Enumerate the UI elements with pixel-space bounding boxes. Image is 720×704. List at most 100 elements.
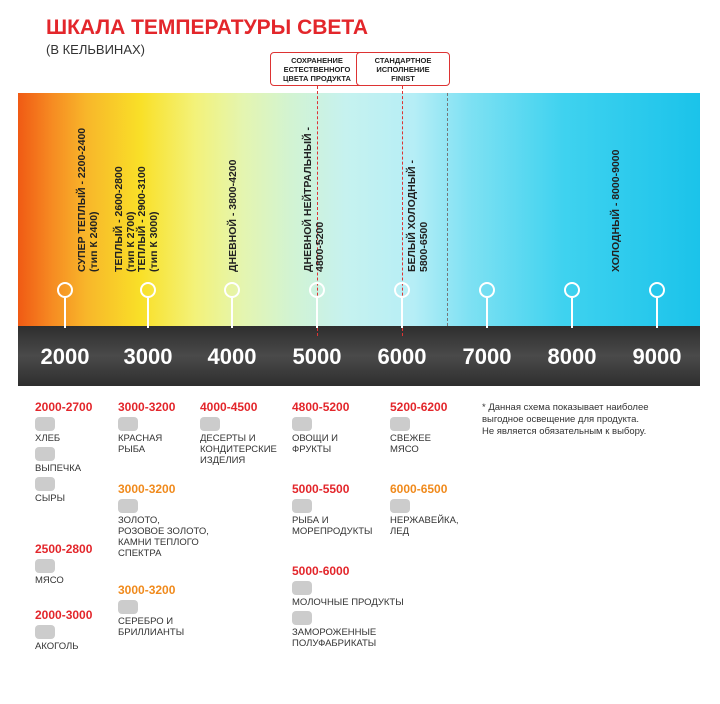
- food-item: ПОЛУФАБРИКАТЫ: [292, 638, 377, 649]
- food-icon: [118, 417, 138, 431]
- food-icon: [35, 447, 55, 461]
- marker-text: ЦВЕТА ПРОДУКТА: [283, 74, 351, 83]
- tick-ring: [564, 282, 580, 298]
- food-group: 3000-3200 СЕРЕБРО И БРИЛЛИАНТЫ: [118, 583, 184, 638]
- marker-text: ЕСТЕСТВЕННОГО: [283, 65, 351, 74]
- marker-text: СТАНДАРТНОЕ: [374, 56, 432, 65]
- band-text: 5800-6500: [418, 221, 430, 272]
- food-item: ЗОЛОТО,: [118, 515, 160, 526]
- scale-label: 9000: [632, 344, 682, 369]
- tick-ring: [394, 282, 410, 298]
- band-text: ДНЕВНОЙ - 3800-4200: [227, 159, 239, 273]
- tick-stem: [571, 298, 573, 328]
- band-label: ТЕПЛЫЙ - 2900-3100 (тип К 3000): [136, 166, 160, 272]
- scale-label: 6000: [377, 344, 427, 369]
- band-text: ТЕПЛЫЙ - 2900-3100: [136, 166, 148, 272]
- food-icon: [35, 625, 55, 639]
- range: 2000-3000: [35, 608, 93, 622]
- tick-ring: [649, 282, 665, 298]
- food-item: МЯСО: [390, 444, 419, 455]
- food-item: СПЕКТРА: [118, 548, 162, 559]
- tick-ring: [479, 282, 495, 298]
- food-group: 4800-5200 ОВОЩИ И ФРУКТЫ: [292, 400, 349, 455]
- food-icon: [292, 581, 312, 595]
- food-icon: [390, 499, 410, 513]
- food-icon: [390, 417, 410, 431]
- food-item: МОЛОЧНЫЕ ПРОДУКТЫ: [292, 597, 404, 608]
- food-group: 6000-6500 НЕРЖАВЕЙКА, ЛЕД: [390, 482, 459, 537]
- tick-ring: [309, 282, 325, 298]
- marker-text: ИСПОЛНЕНИЕ: [376, 65, 430, 74]
- food-icon: [200, 417, 220, 431]
- range: 3000-3200: [118, 482, 176, 496]
- band-text: ТЕПЛЫЙ - 2600-2800: [113, 166, 125, 272]
- band-text: СУПЕР ТЕПЛЫЙ - 2200-2400: [76, 127, 88, 272]
- note-line: Не является обязательным к выбору.: [482, 426, 647, 437]
- range: 3000-3200: [118, 400, 176, 414]
- tick-ring: [140, 282, 156, 298]
- food-item: ФРУКТЫ: [292, 444, 332, 455]
- scale-label: 2000: [40, 344, 90, 369]
- range: 5000-6000: [292, 564, 350, 578]
- food-icon: [292, 417, 312, 431]
- food-item: СВЕЖЕЕ: [390, 433, 431, 444]
- range: 5200-6200: [390, 400, 448, 414]
- food-item: СЕРЕБРО И: [118, 616, 174, 627]
- food-item: ЛЕД: [390, 526, 410, 537]
- food-item: СЫРЫ: [35, 493, 66, 504]
- food-item: МОРЕПРОДУКТЫ: [292, 526, 373, 537]
- food-group: 5000-5500 РЫБА И МОРЕПРОДУКТЫ: [292, 482, 372, 537]
- band-text: ДНЕВНОЙ НЕЙТРАЛЬНЫЙ -: [302, 127, 314, 272]
- tick-stem: [486, 298, 488, 328]
- food-item: ВЫПЕЧКА: [35, 463, 82, 474]
- food-icon: [292, 611, 312, 625]
- tick-stem: [147, 298, 149, 328]
- marker-text: FINIST: [391, 74, 415, 83]
- marker-line: [317, 86, 318, 336]
- range: 4800-5200: [292, 400, 350, 414]
- food-item: ДЕСЕРТЫ И: [200, 433, 256, 444]
- food-item: РЫБА: [118, 444, 146, 455]
- tick-ring: [57, 282, 73, 298]
- range: 4000-4500: [200, 400, 258, 414]
- band-text: (тип К 3000): [148, 211, 160, 272]
- food-group: 3000-3200 КРАСНАЯ РЫБА: [118, 400, 175, 455]
- scale-label: 7000: [462, 344, 512, 369]
- food-item: АКОГОЛЬ: [35, 641, 79, 652]
- food-item: РЫБА И: [292, 515, 329, 526]
- range: 5000-5500: [292, 482, 350, 496]
- food-item: ЗАМОРОЖЕННЫЕ: [292, 627, 377, 638]
- band-label: БЕЛЫЙ ХОЛОДНЫЙ -5800-6500: [406, 160, 430, 272]
- band-text: (тип К 2400): [88, 211, 100, 272]
- band-text: ХОЛОДНЫЙ - 8000-9000: [610, 149, 622, 272]
- band-label: СУПЕР ТЕПЛЫЙ - 2200-2400 (тип К 2400): [76, 128, 100, 272]
- food-item: БРИЛЛИАНТЫ: [118, 627, 185, 638]
- food-icon: [35, 559, 55, 573]
- food-item: ОВОЩИ И: [292, 433, 339, 444]
- band-text: БЕЛЫЙ ХОЛОДНЫЙ -: [406, 160, 418, 272]
- range: 6000-6500: [390, 482, 448, 496]
- note-line: * Данная схема показывает наиболее: [482, 402, 649, 413]
- marker-text: СОХРАНЕНИЕ: [291, 56, 343, 65]
- subtitle: (В КЕЛЬВИНАХ): [46, 42, 145, 57]
- color-band: [18, 93, 700, 326]
- food-item: НЕРЖАВЕЙКА,: [390, 515, 459, 526]
- food-item: ИЗДЕЛИЯ: [200, 455, 246, 466]
- band-text: 4800-5200: [314, 221, 326, 272]
- food-item: КРАСНАЯ: [118, 433, 163, 444]
- food-group: 2000-3000 АКОГОЛЬ: [35, 608, 92, 652]
- food-item: РОЗОВОЕ ЗОЛОТО,: [118, 526, 209, 537]
- food-group: 2500-2800 МЯСО: [35, 542, 92, 586]
- tick-stem: [656, 298, 658, 328]
- food-icon: [292, 499, 312, 513]
- food-group: 3000-3200 ЗОЛОТО, РОЗОВОЕ ЗОЛОТО, КАМНИ ТЕП…: [118, 482, 209, 559]
- scale-label: 8000: [547, 344, 597, 369]
- food-item: КОНДИТЕРСКИЕ: [200, 444, 277, 455]
- tick-ring: [224, 282, 240, 298]
- scale-bar: [18, 326, 700, 386]
- note-line: выгодное освещение для продукта.: [482, 414, 640, 425]
- scale-label: 4000: [207, 344, 257, 369]
- food-group: 2000-2700 ХЛЕБ ВЫПЕЧКА СЫРЫ: [35, 400, 92, 504]
- range: 2000-2700: [35, 400, 93, 414]
